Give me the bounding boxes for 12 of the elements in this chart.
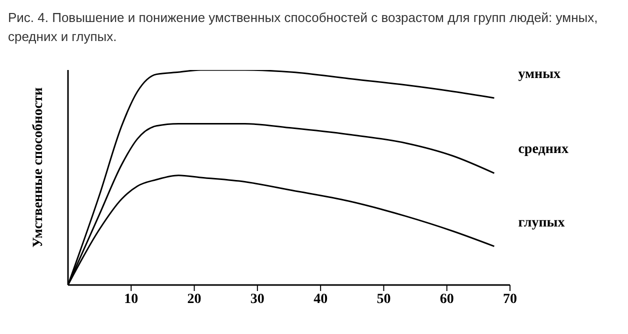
x-tick-label: 60 [440, 292, 454, 307]
x-tick-label: 10 [124, 292, 138, 307]
y-axis-title: Умственные способности [30, 87, 46, 248]
text: умных [518, 66, 561, 82]
x-tick-label: 70 [503, 292, 517, 307]
x-tick-label: 30 [250, 292, 264, 307]
x-tick-label: 20 [187, 292, 202, 307]
x-tick-label: 50 [376, 292, 391, 307]
text: глупых [518, 215, 565, 230]
text: средних [518, 142, 568, 158]
chart-title: Рис. 4. Повышение и понижение умственных способностей с возрастом для групп людей: умных, средних и глупых. [8, 9, 599, 46]
x-tick-label: 40 [314, 292, 328, 307]
